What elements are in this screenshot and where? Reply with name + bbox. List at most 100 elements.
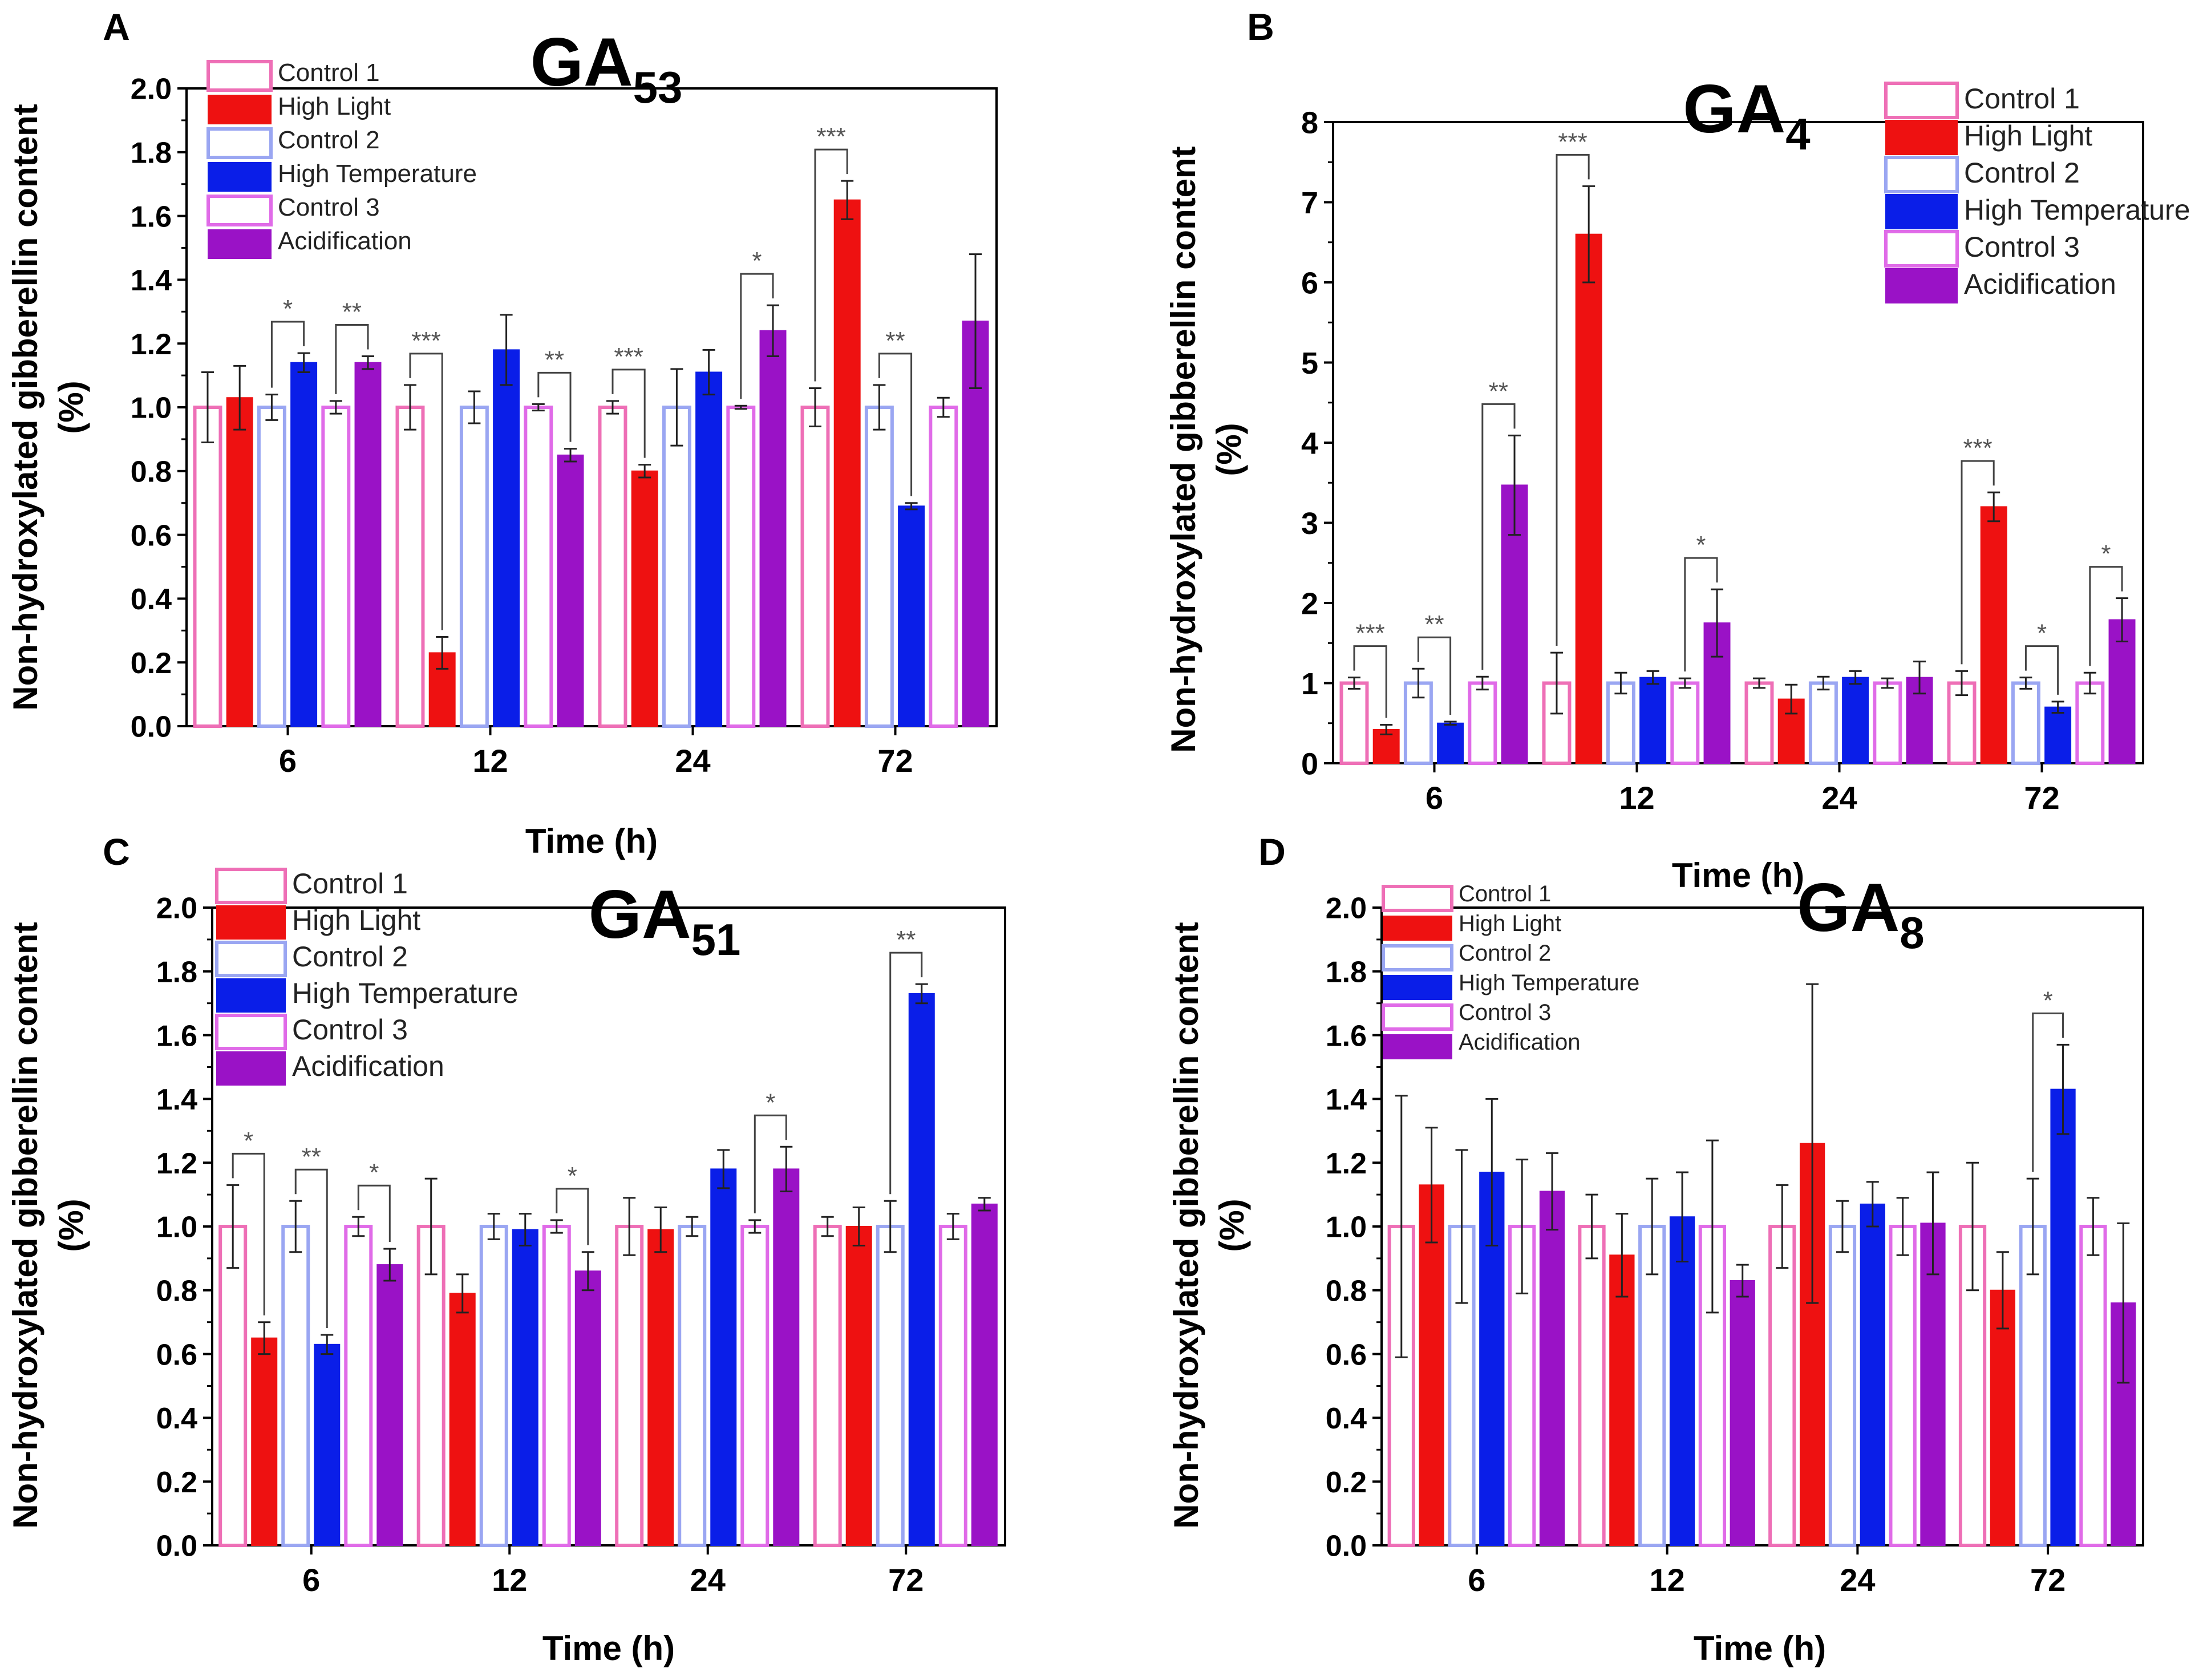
significance-label: *	[2101, 540, 2111, 568]
bar-high-light	[647, 1229, 674, 1547]
significance-label: ***	[614, 343, 643, 371]
legend-label: Acidification	[1964, 268, 2116, 300]
bar-control-2	[459, 406, 489, 728]
bar-control-3	[2079, 1225, 2107, 1547]
legend-label: High Light	[278, 92, 391, 120]
significance-bracket	[2089, 566, 2123, 666]
legend-label: Control 3	[1459, 1000, 1551, 1025]
significance-bracket	[1961, 460, 1995, 665]
significance-bracket	[754, 1114, 787, 1213]
bar-acidification	[759, 330, 787, 727]
y-tick-label: 2	[1301, 586, 1318, 621]
bar-control-2	[1606, 681, 1635, 765]
legend-label: High Temperature	[1459, 970, 1639, 995]
bar-high-temperature	[1437, 722, 1464, 764]
legend-swatch	[1885, 194, 1958, 229]
bar-control-2	[281, 1225, 310, 1547]
bar-high-light	[449, 1293, 476, 1546]
legend-swatch	[208, 95, 272, 124]
y-tick-label: 1.8	[156, 956, 197, 989]
bar-high-temperature	[493, 349, 520, 727]
bar-high-temperature	[314, 1343, 341, 1547]
significance-bracket	[878, 353, 913, 496]
significance-bracket	[335, 324, 369, 394]
bar-control-1	[598, 406, 627, 728]
bar-high-light	[1609, 1254, 1635, 1547]
legend-label: Control 1	[1964, 83, 2080, 115]
legend-swatch	[206, 60, 273, 92]
bar-control-3	[1873, 681, 1902, 765]
legend-swatch	[216, 1051, 286, 1086]
y-tick-label: 0	[1301, 747, 1318, 781]
legend: Control 1 High Light Control 2 High Tempera…	[206, 59, 477, 259]
legend-swatch	[1884, 156, 1959, 193]
bar-control-2	[864, 406, 894, 728]
bar-high-light	[1419, 1184, 1444, 1547]
bar-acidification	[1920, 1222, 1946, 1546]
bar-control-1	[1339, 681, 1369, 765]
chart-title: GA8	[1797, 869, 1924, 958]
x-tick-label: 24	[1840, 1562, 1875, 1598]
legend-swatch	[1383, 1034, 1452, 1059]
y-tick-label: 1.6	[131, 200, 172, 233]
y-axis-label: Non-hydroxylated gibberellin content (%)	[6, 922, 90, 1528]
bar-high-temperature	[512, 1229, 538, 1547]
significance-bracket	[294, 1168, 328, 1329]
significance-bracket	[1684, 557, 1718, 672]
bar-acidification	[557, 454, 584, 727]
y-tick-label: 4	[1301, 426, 1318, 460]
x-tick-label: 12	[492, 1562, 527, 1598]
significance-bracket	[1353, 645, 1387, 718]
legend-label: High Light	[292, 904, 420, 936]
bar-acidification	[1730, 1280, 1755, 1547]
y-tick-label: 0.0	[131, 711, 172, 744]
bar-control-2	[678, 1225, 707, 1547]
significance-bracket	[357, 1184, 391, 1242]
y-tick-label: 2.0	[156, 892, 197, 925]
x-tick-label: 12	[472, 743, 508, 779]
bar-high-light	[251, 1337, 278, 1546]
bar-control-2	[1808, 681, 1838, 765]
legend-label: Control 3	[278, 193, 380, 221]
bar-high-light	[833, 199, 861, 727]
bar-acidification	[971, 1203, 998, 1547]
y-tick-label: 0.0	[156, 1530, 197, 1563]
legend: Control 1 High Light Control 2 High Tempera…	[215, 868, 519, 1086]
bar-control-2	[876, 1225, 905, 1547]
significance-bracket	[1417, 636, 1452, 715]
y-axis-label-line2: (%)	[52, 380, 90, 434]
x-tick-label: 24	[1821, 780, 1857, 816]
y-tick-label: 0.8	[1326, 1275, 1367, 1308]
x-tick-label: 72	[2030, 1562, 2066, 1598]
legend-swatch	[208, 229, 272, 259]
significance-label: ***	[816, 123, 845, 151]
y-axis-label-line2: (%)	[1210, 423, 1248, 476]
bar-high-temperature	[898, 505, 925, 727]
legend-label: Control 3	[1964, 231, 2080, 263]
chart-title-subscript: 8	[1900, 908, 1924, 958]
y-tick-label: 0.8	[131, 456, 172, 489]
legend-label: Control 1	[1459, 881, 1551, 906]
y-tick-label: 0.4	[131, 583, 172, 616]
chart-title: GA53	[530, 24, 683, 112]
panel-letter: D	[1258, 831, 1286, 873]
chart-title-main: GA	[1683, 71, 1785, 147]
x-tick-label: 72	[2024, 780, 2059, 816]
legend: Control 1 High Light Control 2 High Tempera…	[1884, 82, 2190, 303]
x-axis-label: Time (h)	[525, 822, 658, 860]
bar-high-light	[226, 397, 253, 727]
significance-label: *	[2043, 986, 2053, 1014]
y-tick-label: 1.0	[1326, 1211, 1367, 1244]
bar-control-3	[2075, 681, 2105, 765]
legend-swatch	[216, 905, 286, 940]
legend-label: Control 2	[292, 941, 408, 973]
bar-control-1	[395, 406, 425, 728]
legend-label: High Temperature	[292, 977, 519, 1009]
legend-swatch	[1884, 230, 1959, 268]
bar-high-temperature	[1842, 677, 1869, 764]
y-tick-label: 1.0	[156, 1211, 197, 1244]
legend-swatch	[216, 978, 286, 1013]
y-tick-label: 7	[1301, 186, 1318, 220]
y-tick-label: 0.2	[156, 1466, 197, 1499]
